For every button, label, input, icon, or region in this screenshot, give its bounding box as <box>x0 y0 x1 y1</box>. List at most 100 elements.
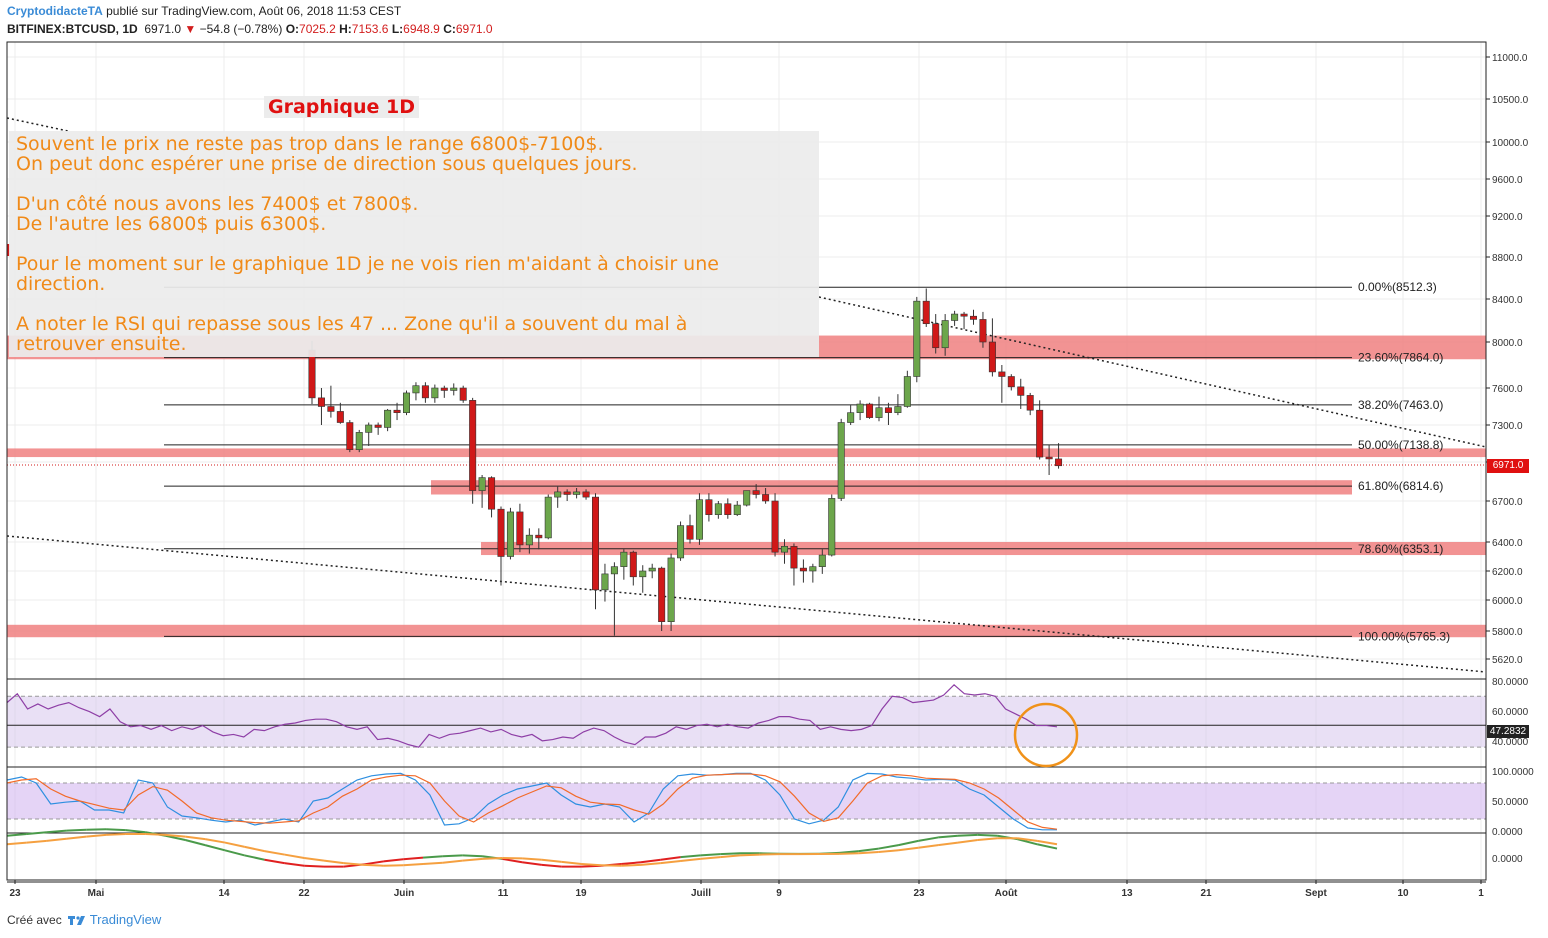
annotation-text: Souvent le prix ne reste pas trop dans l… <box>16 133 719 355</box>
oscillator-segment <box>918 844 939 849</box>
oscillator-segment <box>442 854 463 858</box>
indicator-panes <box>6 678 1486 883</box>
candle-body <box>922 300 930 325</box>
candle-body <box>629 551 637 578</box>
date-tick-label: 13 <box>1121 888 1133 899</box>
price-zone <box>7 624 1486 638</box>
oscillator-segment <box>977 837 998 841</box>
oscillator-segment <box>938 834 959 839</box>
candle-body <box>875 407 883 418</box>
high-label: H: <box>339 22 352 36</box>
stoch-line <box>6 772 1057 831</box>
annotation-box <box>9 131 819 357</box>
price-zone <box>431 480 1352 495</box>
down-arrow-icon: ▼ <box>184 22 197 36</box>
candle-body <box>762 494 770 502</box>
oscillator-segment <box>720 854 741 859</box>
oscillator-segment <box>660 856 681 861</box>
candle-body <box>894 406 902 413</box>
oscillator-segment <box>462 857 483 862</box>
date-tick-label: 21 <box>1200 888 1212 899</box>
oscillator-segment <box>244 854 265 861</box>
candle-body <box>1007 376 1015 388</box>
oscillator-segment <box>739 853 760 857</box>
oscillator-segment <box>26 839 47 844</box>
oscillator-segment <box>720 852 741 856</box>
trend-line-upper <box>6 117 69 132</box>
candle-body <box>459 387 467 401</box>
last-price-tag: 6971.0 <box>1487 459 1529 473</box>
fib-level-label: 78.60%(6353.1) <box>1358 542 1443 556</box>
price-tick-label: 10500.0 <box>1492 95 1529 106</box>
oscillator-segment <box>363 860 384 866</box>
candle-body <box>847 412 855 423</box>
fib-level-label: 38.20%(7463.0) <box>1358 398 1443 412</box>
price-tick-label: 11000.0 <box>1492 53 1528 64</box>
oscillator-segment <box>403 856 424 861</box>
candle-body <box>327 406 335 412</box>
oscillator-segment <box>858 851 879 855</box>
stoch-tick-label: 50.0000 <box>1492 797 1529 808</box>
created-with-label: Créé avec <box>7 913 62 927</box>
candle-body <box>346 422 354 450</box>
date-tick-label: 23 <box>9 888 21 899</box>
price-tick-label: 7300.0 <box>1492 421 1523 432</box>
oscillator-segment <box>244 845 265 853</box>
oscillator-segment <box>838 850 859 854</box>
candle-body <box>884 407 892 413</box>
oscillator-segment <box>66 835 87 840</box>
candle-body <box>658 567 666 622</box>
oscillator-segment <box>541 863 562 868</box>
date-tick-label: 23 <box>913 888 925 899</box>
candle-body <box>866 403 874 418</box>
footer: Créé avec TradingView <box>7 912 161 927</box>
candle-body <box>695 499 703 540</box>
candle-body <box>818 554 826 567</box>
oscillator-segment <box>46 829 67 834</box>
oscillator-segment <box>858 847 879 853</box>
candle-body <box>1017 386 1025 396</box>
oscillator-segment <box>323 859 344 865</box>
candle-body <box>677 525 685 559</box>
oscillator-segment <box>403 863 424 867</box>
candle-body <box>554 491 562 498</box>
price-tick-label: 8400.0 <box>1492 295 1523 306</box>
date-tick-label: 9 <box>776 888 782 899</box>
candle-body <box>431 387 439 399</box>
oscillator-segment <box>541 858 562 863</box>
candle-body <box>1026 395 1034 411</box>
last-price: 6971.0 <box>144 22 182 36</box>
candle-body <box>7 244 10 256</box>
candle-body <box>610 566 618 575</box>
price-tick-label: 6200.0 <box>1492 567 1523 578</box>
candle-body <box>601 573 609 591</box>
price-zone <box>7 448 1486 458</box>
oscillator-segment <box>46 837 67 842</box>
candle-body <box>412 385 420 394</box>
candle-body <box>1036 409 1044 458</box>
candle-body <box>743 490 751 506</box>
open-label: O: <box>285 22 300 36</box>
publication-header: CryptodidacteTA publié sur TradingView.c… <box>7 4 401 18</box>
oscillator-segment <box>700 856 721 860</box>
author-link[interactable]: CryptodidacteTA <box>7 4 103 18</box>
price-tick-label: 8800.0 <box>1492 253 1523 264</box>
open-value: 7025.2 <box>299 22 336 36</box>
candle-body <box>591 496 599 591</box>
date-tick-label: 11 <box>498 888 509 899</box>
tradingview-brand[interactable]: TradingView <box>89 912 162 927</box>
oscillator-segment <box>284 853 305 859</box>
candle-body <box>535 534 543 539</box>
oscillator-segment <box>878 844 899 850</box>
rsi-band <box>7 696 1486 748</box>
date-tick-label: 19 <box>575 888 587 899</box>
oscillator-segment <box>898 846 919 852</box>
oscillator-segment <box>125 829 146 834</box>
price-tick-label: 8000.0 <box>1492 338 1523 349</box>
price-tick-label: 7600.0 <box>1492 384 1523 395</box>
high-value: 7153.6 <box>351 22 389 36</box>
oscillator-segment <box>106 833 126 836</box>
close-value: 6971.0 <box>455 22 493 36</box>
oscillator-segment <box>957 839 978 844</box>
oscillator-segment <box>224 849 245 857</box>
